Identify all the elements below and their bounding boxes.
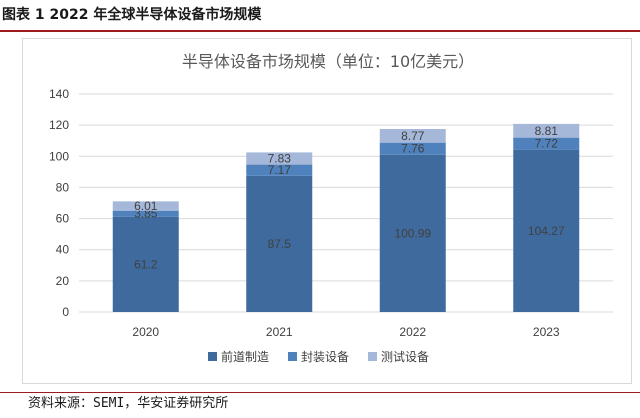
bar-segment bbox=[112, 216, 179, 312]
x-tick-label: 2021 bbox=[266, 325, 293, 339]
y-tick-label: 60 bbox=[56, 212, 70, 226]
chart-area: 半导体设备市场规模（单位：10亿美元） 0 20 40 60 80 100 120 140 6… bbox=[22, 38, 632, 384]
data-label: 104.27 bbox=[528, 224, 565, 238]
y-axis-ticks: 0 20 40 60 80 100 120 140 bbox=[49, 87, 69, 319]
y-tick-label: 0 bbox=[62, 305, 69, 319]
x-tick-label: 2022 bbox=[399, 325, 426, 339]
bar-segment bbox=[379, 154, 446, 312]
x-tick-label: 2023 bbox=[533, 325, 560, 339]
caption-rule bbox=[0, 30, 640, 32]
data-label: 7.72 bbox=[535, 137, 559, 151]
data-label: 7.76 bbox=[401, 142, 425, 156]
legend-swatch bbox=[208, 352, 217, 361]
legend-label: 封装设备 bbox=[301, 350, 349, 364]
source-note: 资料来源：SEMI，华安证券研究所 bbox=[28, 396, 229, 411]
y-tick-label: 80 bbox=[56, 180, 70, 194]
bar-segment bbox=[379, 142, 446, 155]
figure-caption: 图表 1 2022 年全球半导体设备市场规模 bbox=[2, 7, 262, 23]
y-tick-label: 120 bbox=[49, 118, 69, 132]
data-label: 7.83 bbox=[268, 151, 292, 165]
bar-segment bbox=[112, 210, 179, 217]
data-label: 8.77 bbox=[401, 129, 425, 143]
y-tick-label: 20 bbox=[56, 274, 70, 288]
bars: 61.23.856.0187.57.177.83100.997.768.7710… bbox=[112, 123, 580, 312]
bar-segment bbox=[513, 123, 580, 138]
y-tick-label: 100 bbox=[49, 149, 69, 163]
data-label: 87.5 bbox=[268, 237, 292, 251]
data-label: 61.2 bbox=[134, 257, 158, 271]
data-label: 6.01 bbox=[134, 199, 158, 213]
y-tick-label: 140 bbox=[49, 87, 69, 101]
legend-swatch bbox=[288, 352, 297, 361]
legend: 前道制造 封装设备 测试设备 bbox=[208, 349, 429, 364]
source-rule bbox=[0, 392, 640, 393]
bar-segment bbox=[246, 164, 313, 176]
bar-segment bbox=[112, 201, 179, 211]
y-tick-label: 40 bbox=[56, 243, 70, 257]
chart-title: 半导体设备市场规模（单位：10亿美元） bbox=[182, 52, 474, 71]
bar-segment bbox=[246, 152, 313, 165]
x-axis-ticks: 2020 2021 2022 2023 bbox=[132, 325, 560, 339]
bar-segment bbox=[513, 149, 580, 312]
bar-segment bbox=[246, 175, 313, 312]
data-label: 8.81 bbox=[535, 124, 559, 138]
legend-label: 前道制造 bbox=[221, 349, 269, 364]
legend-label: 测试设备 bbox=[381, 349, 429, 364]
legend-swatch bbox=[368, 352, 377, 361]
x-tick-label: 2020 bbox=[132, 325, 159, 339]
stacked-bar-chart: 半导体设备市场规模（单位：10亿美元） 0 20 40 60 80 100 120 140 6… bbox=[49, 52, 613, 364]
bar-segment bbox=[379, 129, 446, 143]
data-label: 7.17 bbox=[268, 163, 292, 177]
bar-segment bbox=[513, 137, 580, 150]
data-label: 100.99 bbox=[394, 226, 431, 240]
